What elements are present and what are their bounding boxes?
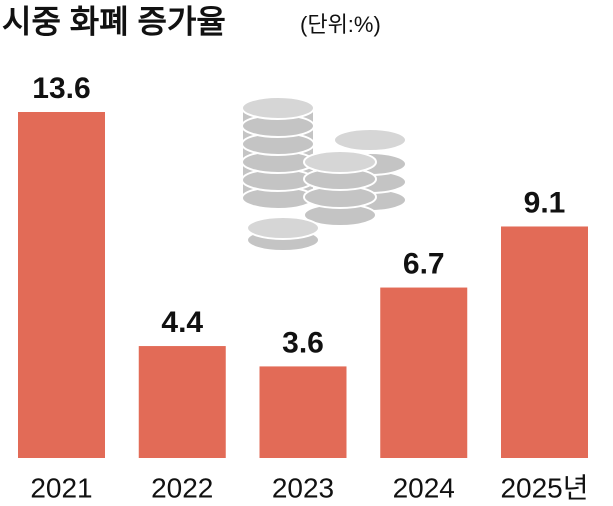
x-tick-label: 2022 bbox=[151, 472, 213, 503]
bar bbox=[380, 287, 468, 458]
value-label: 6.7 bbox=[403, 247, 445, 280]
value-label: 3.6 bbox=[282, 326, 324, 359]
x-tick-label: 2025년 bbox=[500, 472, 588, 503]
coins-icon bbox=[241, 96, 407, 252]
x-tick-label: 2024 bbox=[393, 472, 455, 503]
x-tick-label: 2021 bbox=[30, 472, 92, 503]
value-label: 13.6 bbox=[32, 72, 90, 105]
bar bbox=[18, 112, 105, 458]
bar bbox=[259, 366, 347, 458]
bar bbox=[138, 346, 226, 458]
chart-title: 시중 화폐 증가율 bbox=[2, 3, 226, 39]
value-label: 9.1 bbox=[524, 186, 566, 219]
value-label: 4.4 bbox=[161, 306, 203, 339]
chart-subtitle: (단위:%) bbox=[300, 12, 381, 37]
bar bbox=[501, 226, 588, 458]
x-tick-label: 2023 bbox=[272, 472, 334, 503]
